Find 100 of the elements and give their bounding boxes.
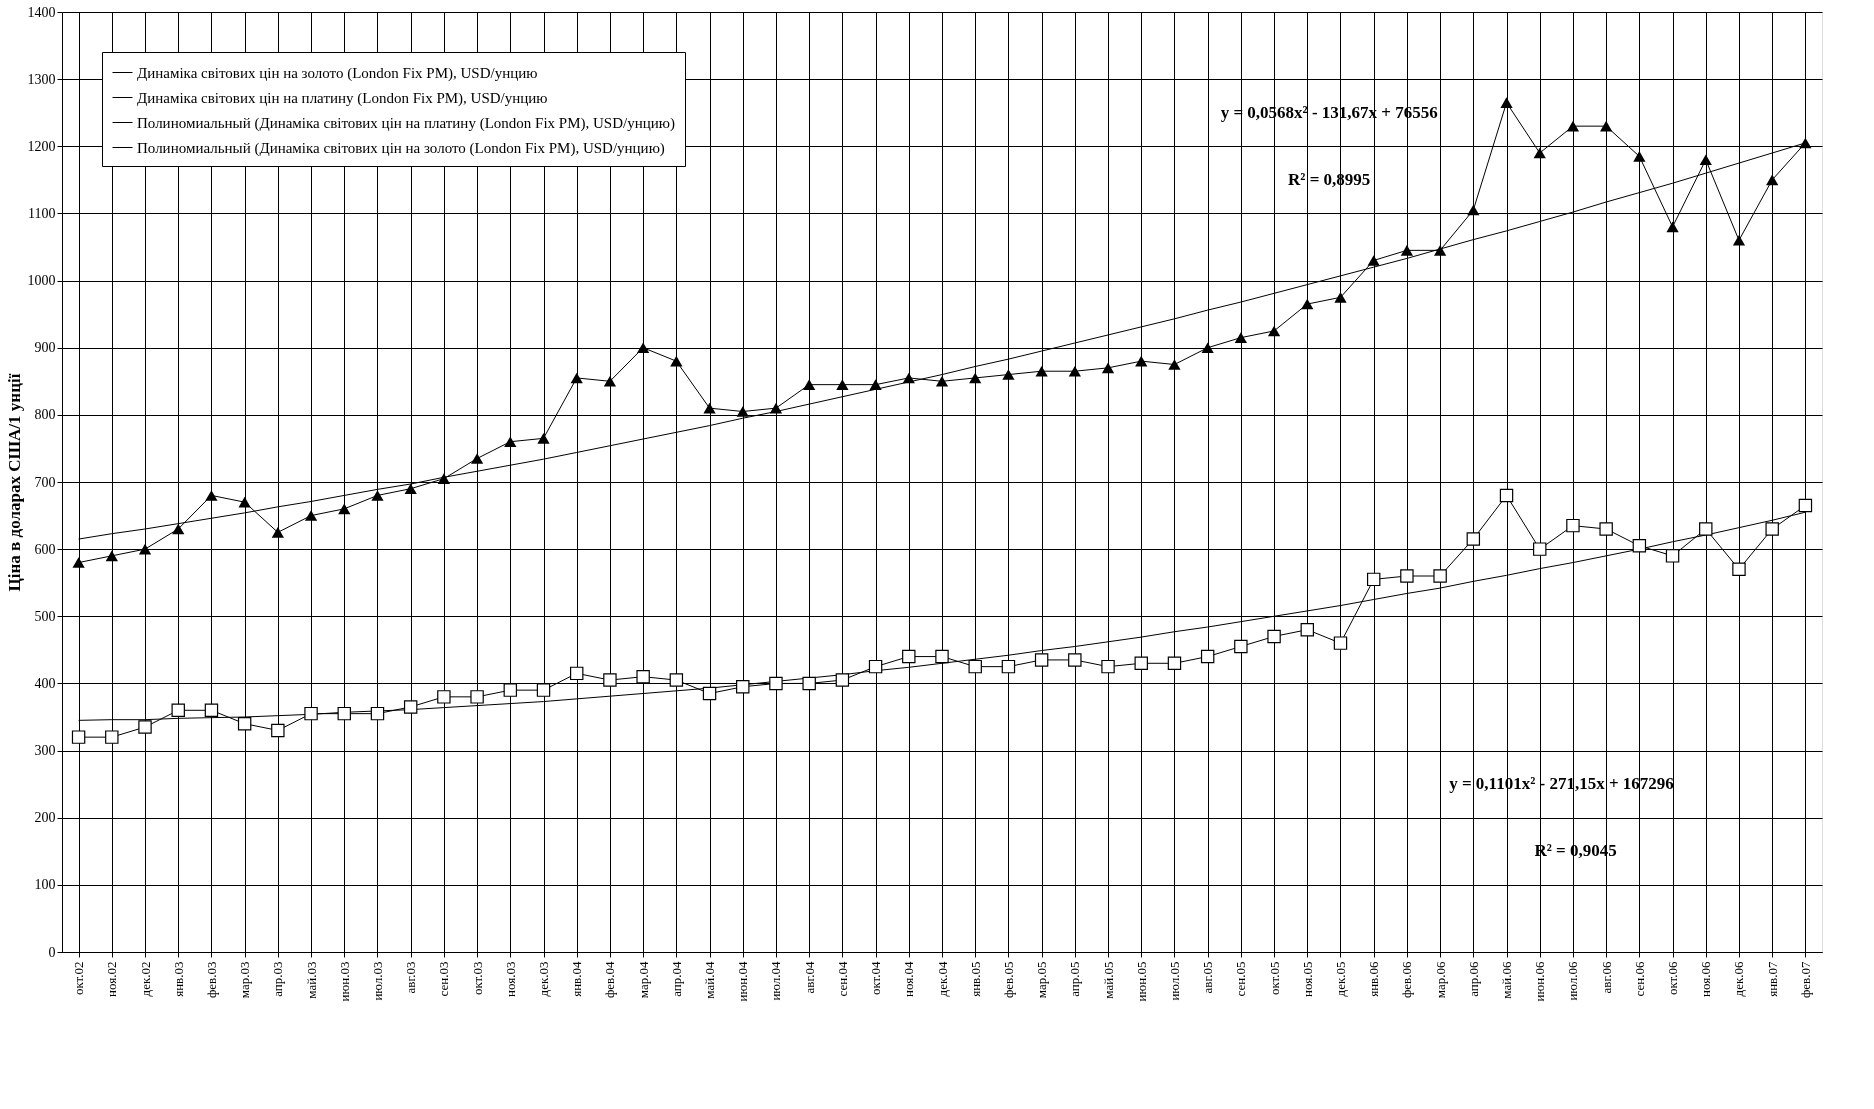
point (72, 557, 85, 568)
x-tick-label: мар.04 (635, 961, 651, 999)
point (1466, 532, 1481, 546)
point (1234, 639, 1248, 654)
point (902, 372, 915, 384)
point (171, 703, 185, 718)
point (337, 706, 351, 721)
point (271, 723, 285, 738)
point (1068, 365, 1081, 377)
point (304, 706, 318, 721)
x-tick-label: окт.02 (71, 961, 87, 996)
point (1433, 245, 1447, 256)
point (470, 453, 484, 464)
x-tick-label: май.06 (1499, 961, 1515, 999)
x-tick-label: май.04 (702, 961, 718, 999)
x-tick-label: сен.05 (1233, 961, 1249, 997)
y-tick-label: 200 (34, 810, 56, 826)
point (1101, 659, 1115, 674)
x-tick-label: июн.03 (336, 961, 352, 1002)
y-tick-label: 800 (34, 407, 56, 423)
point (569, 666, 584, 681)
y-tick-label: 900 (34, 340, 56, 356)
point (769, 676, 783, 691)
x-tick-label: апр.05 (1067, 961, 1083, 997)
point (836, 379, 849, 390)
point (437, 473, 451, 484)
x-tick-label: апр.06 (1465, 961, 1481, 997)
point (1367, 255, 1380, 266)
point (536, 683, 551, 697)
legend-label: Динаміка світових цін на золото (London Fix PM), USD/унцию (137, 64, 538, 82)
point (1200, 649, 1215, 664)
point (1666, 221, 1679, 233)
point (935, 375, 949, 387)
y-tick-label: 1000 (27, 273, 56, 289)
point (1433, 569, 1447, 583)
point (570, 372, 583, 384)
point (1300, 622, 1315, 637)
x-tick-label: мар.03 (237, 961, 253, 999)
x-tick-label: дек.03 (536, 961, 552, 997)
point (1301, 298, 1314, 310)
point (1732, 234, 1746, 246)
point (1400, 245, 1414, 256)
point (637, 342, 650, 354)
point (703, 402, 716, 414)
x-tick-label: янв.04 (569, 961, 585, 997)
point (769, 402, 783, 414)
point (370, 706, 385, 721)
point (603, 673, 617, 687)
point (1566, 518, 1580, 533)
x-tick-label: дек.05 (1332, 961, 1348, 997)
x-tick-label: дек.04 (934, 961, 950, 997)
x-tick-label: фев.05 (1000, 961, 1016, 999)
point (1334, 292, 1347, 303)
point (105, 550, 118, 562)
y-tick-label: 1200 (27, 138, 56, 154)
point (1665, 549, 1680, 563)
x-tick-label: май.03 (303, 961, 319, 999)
point (1533, 542, 1547, 556)
x-tick-label: июл.04 (768, 961, 784, 1001)
point (1766, 174, 1779, 186)
y-tick-label: 700 (34, 474, 56, 490)
point (470, 690, 484, 704)
point (1566, 120, 1580, 132)
point (504, 436, 517, 448)
point (869, 379, 882, 390)
x-tick-label: янв.05 (967, 961, 983, 997)
point (1633, 151, 1646, 162)
point (702, 686, 717, 701)
point (969, 372, 982, 384)
x-tick-label: сен.03 (436, 961, 452, 997)
x-tick-label: янв.06 (1366, 961, 1382, 997)
x-tick-label: апр.03 (270, 961, 286, 997)
y-tick-label: 1100 (28, 205, 56, 221)
point (1699, 522, 1713, 536)
y-tick-label: 600 (34, 541, 56, 557)
y-tick-label: 100 (34, 877, 56, 893)
point (1467, 204, 1480, 216)
point (1234, 332, 1247, 343)
x-tick-label: мар.05 (1034, 961, 1050, 999)
point (802, 676, 816, 691)
y-tick-label: 400 (34, 675, 56, 691)
point (371, 490, 384, 501)
point (1699, 154, 1712, 166)
x-tick-label: июл.06 (1565, 961, 1581, 1001)
x-tick-label: окт.04 (868, 961, 884, 996)
x-tick-label: авг.03 (403, 961, 419, 994)
point (1599, 522, 1613, 536)
x-tick-label: июн.05 (1133, 961, 1149, 1002)
point (1134, 656, 1148, 671)
point (1366, 572, 1381, 587)
point (205, 490, 218, 501)
point (105, 730, 119, 744)
x-tick-label: фев.07 (1797, 961, 1813, 999)
x-tick-label: авг.04 (801, 961, 817, 994)
x-tick-label: май.05 (1100, 961, 1116, 999)
point (138, 543, 152, 555)
point (271, 527, 284, 538)
x-tick-label: янв.03 (170, 961, 186, 997)
point (1765, 522, 1779, 536)
point (1500, 97, 1513, 108)
